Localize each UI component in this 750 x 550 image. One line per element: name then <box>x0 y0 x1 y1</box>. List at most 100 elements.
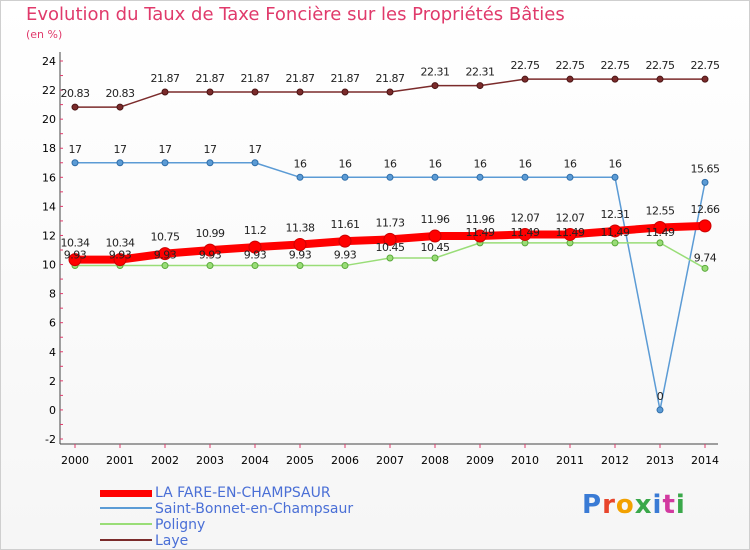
data-point-saint-bonnet <box>116 159 124 167</box>
data-point-la-fare <box>563 227 577 241</box>
data-label-poligny: 9.93 <box>334 249 357 262</box>
data-point-poligny <box>431 254 439 262</box>
data-label-poligny: 9.93 <box>244 249 267 262</box>
data-label-laye: 22.75 <box>691 59 720 72</box>
data-point-la-fare <box>248 240 262 254</box>
legend-label-laye: Laye <box>155 533 189 549</box>
data-label-laye: 21.87 <box>151 72 180 85</box>
data-point-laye <box>116 103 124 111</box>
x-tick-label: 2014 <box>691 454 719 467</box>
data-point-poligny <box>161 262 169 270</box>
data-label-la-fare: 12.55 <box>646 204 675 217</box>
data-point-laye <box>71 103 79 111</box>
data-point-poligny <box>341 262 349 270</box>
legend-label-la-fare: LA FARE-EN-CHAMPSAUR <box>155 485 331 501</box>
data-label-saint-bonnet: 0 <box>657 390 664 403</box>
data-label-laye: 21.87 <box>376 72 405 85</box>
data-label-laye: 22.75 <box>556 59 585 72</box>
data-point-laye <box>251 88 259 96</box>
data-label-la-fare: 11.96 <box>421 213 450 226</box>
y-axis-unit: (en %) <box>26 28 63 41</box>
data-point-saint-bonnet <box>386 173 394 181</box>
data-point-poligny <box>656 239 664 247</box>
logo-letter: x <box>634 490 653 520</box>
legend-item-saint-bonnet: Saint-Bonnet-en-Champsaur <box>100 501 420 517</box>
data-label-laye: 21.87 <box>331 72 360 85</box>
legend-swatch-saint-bonnet <box>100 507 152 509</box>
y-tick-label: 16 <box>42 171 56 184</box>
data-label-saint-bonnet: 16 <box>564 157 577 170</box>
data-label-poligny: 11.49 <box>556 226 585 239</box>
data-label-saint-bonnet: 16 <box>609 157 622 170</box>
x-tick-label: 2000 <box>61 454 89 467</box>
data-point-saint-bonnet <box>71 159 79 167</box>
data-point-laye <box>431 82 439 90</box>
data-point-la-fare <box>383 232 397 246</box>
x-tick-label: 2011 <box>556 454 584 467</box>
data-label-la-fare: 10.75 <box>151 231 180 244</box>
data-label-laye: 22.31 <box>421 66 450 79</box>
data-point-poligny <box>611 239 619 247</box>
data-point-laye <box>386 88 394 96</box>
data-point-la-fare <box>338 234 352 248</box>
data-label-poligny: 11.49 <box>646 226 675 239</box>
data-point-la-fare <box>653 220 667 234</box>
data-label-saint-bonnet: 17 <box>69 143 82 156</box>
data-label-la-fare: 11.38 <box>286 221 315 234</box>
data-point-poligny <box>386 254 394 262</box>
data-point-la-fare <box>428 229 442 243</box>
logo-letter: o <box>615 490 635 520</box>
data-label-poligny: 11.49 <box>466 226 495 239</box>
data-label-saint-bonnet: 17 <box>204 143 217 156</box>
data-point-saint-bonnet <box>476 173 484 181</box>
x-tick-label: 2002 <box>151 454 179 467</box>
data-label-saint-bonnet: 17 <box>159 143 172 156</box>
y-tick-label: 6 <box>49 317 56 330</box>
data-label-la-fare: 10.99 <box>196 227 225 240</box>
proxiti-logo: Proxiti <box>582 490 686 520</box>
data-label-la-fare: 12.07 <box>556 211 585 224</box>
legend-item-la-fare: LA FARE-EN-CHAMPSAUR <box>100 485 420 501</box>
y-tick-label: 18 <box>42 142 56 155</box>
data-point-poligny <box>296 262 304 270</box>
x-tick-label: 2004 <box>241 454 269 467</box>
data-label-la-fare: 12.31 <box>601 208 630 221</box>
y-tick-label: 8 <box>49 288 56 301</box>
data-point-poligny <box>251 262 259 270</box>
data-label-saint-bonnet: 16 <box>294 157 307 170</box>
data-label-saint-bonnet: 16 <box>429 157 442 170</box>
x-tick-label: 2007 <box>376 454 404 467</box>
legend-item-poligny: Poligny <box>100 517 420 533</box>
data-label-la-fare: 10.34 <box>61 237 90 250</box>
data-point-saint-bonnet <box>656 406 664 414</box>
data-label-la-fare: 11.61 <box>331 218 360 231</box>
legend: LA FARE-EN-CHAMPSAUR Saint-Bonnet-en-Cha… <box>100 485 420 549</box>
x-tick-label: 2008 <box>421 454 449 467</box>
data-label-la-fare: 11.2 <box>244 224 267 237</box>
data-point-laye <box>656 75 664 83</box>
data-point-saint-bonnet <box>521 173 529 181</box>
data-label-laye: 21.87 <box>196 72 225 85</box>
x-tick-label: 2013 <box>646 454 674 467</box>
data-point-la-fare <box>518 227 532 241</box>
data-point-laye <box>521 75 529 83</box>
data-label-laye: 21.87 <box>241 72 270 85</box>
data-label-laye: 20.83 <box>106 87 135 100</box>
data-label-la-fare: 11.96 <box>466 213 495 226</box>
data-label-laye: 22.75 <box>646 59 675 72</box>
data-label-poligny: 9.93 <box>289 249 312 262</box>
y-tick-label: 22 <box>42 84 56 97</box>
data-point-saint-bonnet <box>251 159 259 167</box>
data-point-saint-bonnet <box>296 173 304 181</box>
x-tick-label: 2006 <box>331 454 359 467</box>
data-label-poligny: 10.45 <box>421 241 450 254</box>
data-label-poligny: 9.93 <box>154 249 177 262</box>
y-tick-label: 24 <box>42 55 56 68</box>
legend-label-saint-bonnet: Saint-Bonnet-en-Champsaur <box>155 501 354 517</box>
y-tick-label: 0 <box>49 404 56 417</box>
data-point-la-fare <box>158 247 172 261</box>
data-label-la-fare: 10.34 <box>106 237 135 250</box>
data-point-laye <box>161 88 169 96</box>
data-point-laye <box>206 88 214 96</box>
data-label-poligny: 9.93 <box>199 249 222 262</box>
